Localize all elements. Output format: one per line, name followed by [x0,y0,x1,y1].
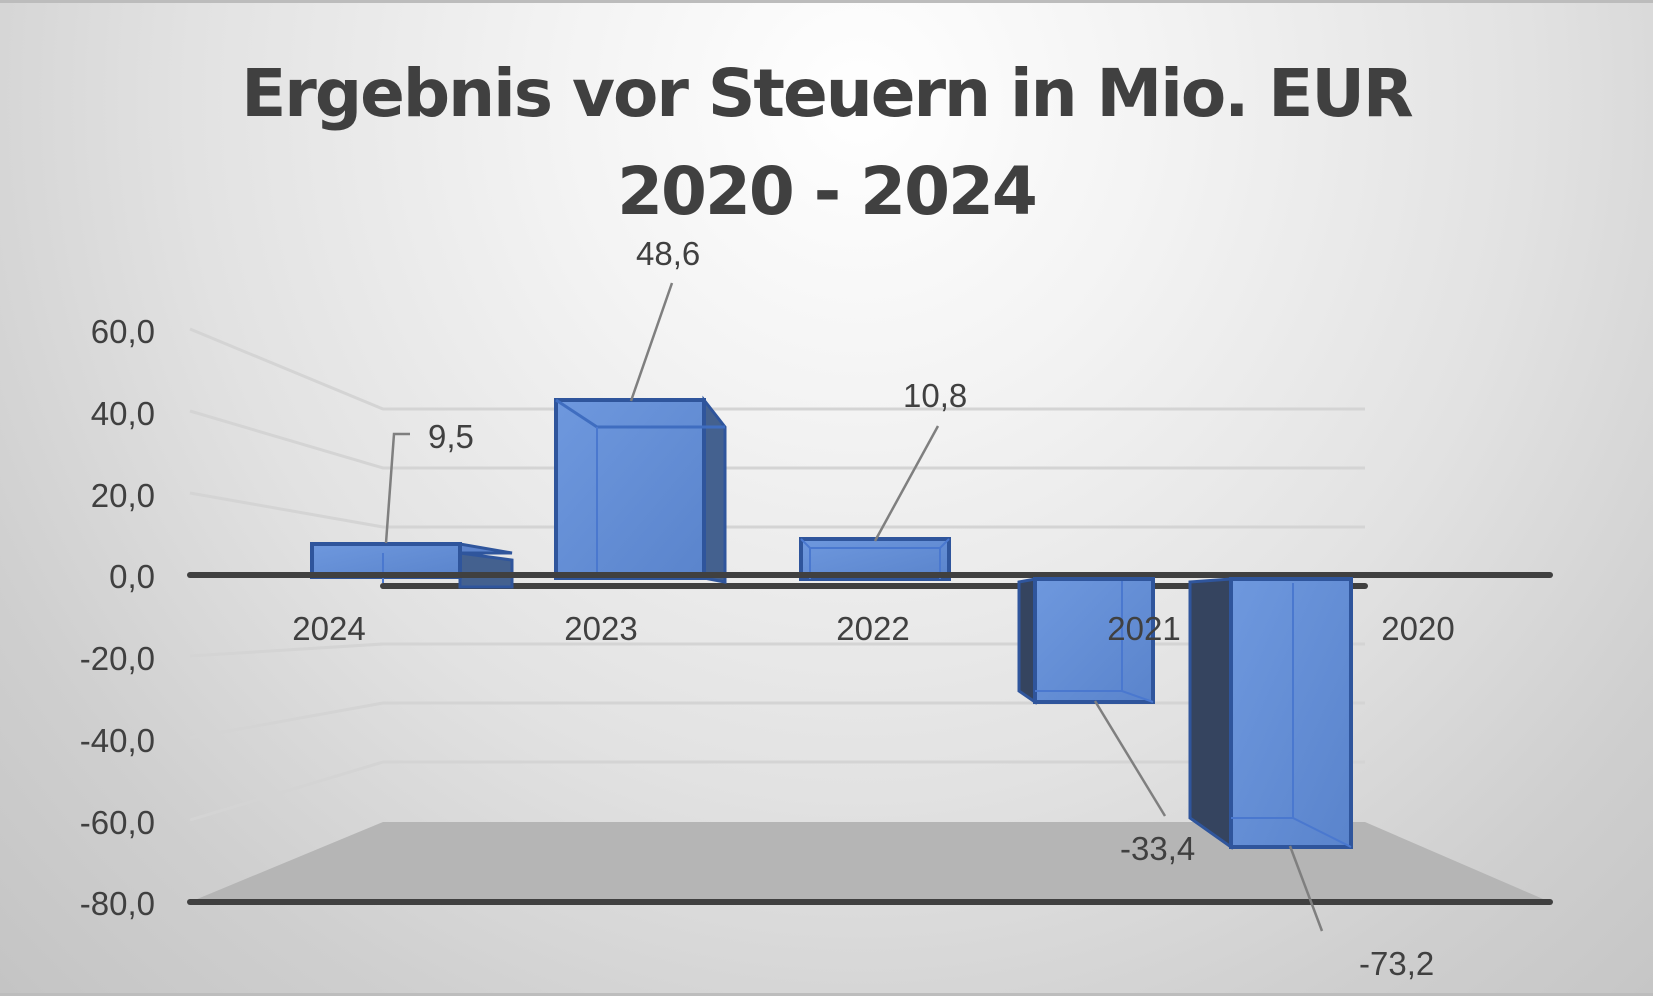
y-tick: 60,0 [91,313,155,350]
y-tick: 0,0 [109,558,155,595]
chart-subtitle: 2020 - 2024 [617,153,1038,230]
data-label-2024: 9,5 [428,418,474,455]
y-tick: -20,0 [80,640,155,677]
data-label-2023: 48,6 [636,235,700,272]
bar-2020[interactable] [1188,577,1353,850]
bar-2021[interactable] [1017,577,1155,705]
data-labels: 9,5 48,6 10,8 -33,4 -73,2 [428,235,1434,982]
x-tick-2021: 2021 [1107,610,1180,647]
x-tick-2024: 2024 [292,610,365,647]
x-tick-2020: 2020 [1381,610,1454,647]
floor [190,822,1550,902]
data-label-2020: -73,2 [1359,945,1434,982]
data-label-2021: -33,4 [1120,830,1195,867]
plot-area: 60,0 40,0 20,0 0,0 -20,0 -40,0 -60,0 -80… [80,235,1553,982]
bar-2023[interactable] [554,395,727,584]
y-tick: 40,0 [91,395,155,432]
y-tick: -80,0 [80,885,155,922]
y-tick: -40,0 [80,722,155,759]
bar-2024[interactable] [310,542,514,589]
y-tick: -60,0 [80,804,155,841]
y-tick: 20,0 [91,477,155,514]
x-axis: 2024 2023 2022 2021 2020 [292,610,1454,647]
data-label-2022: 10,8 [903,377,967,414]
x-tick-2023: 2023 [564,610,637,647]
x-tick-2022: 2022 [836,610,909,647]
chart-title: Ergebnis vor Steuern in Mio. EUR [241,55,1414,132]
y-axis: 60,0 40,0 20,0 0,0 -20,0 -40,0 -60,0 -80… [80,313,155,922]
leader-lines [384,282,1324,932]
